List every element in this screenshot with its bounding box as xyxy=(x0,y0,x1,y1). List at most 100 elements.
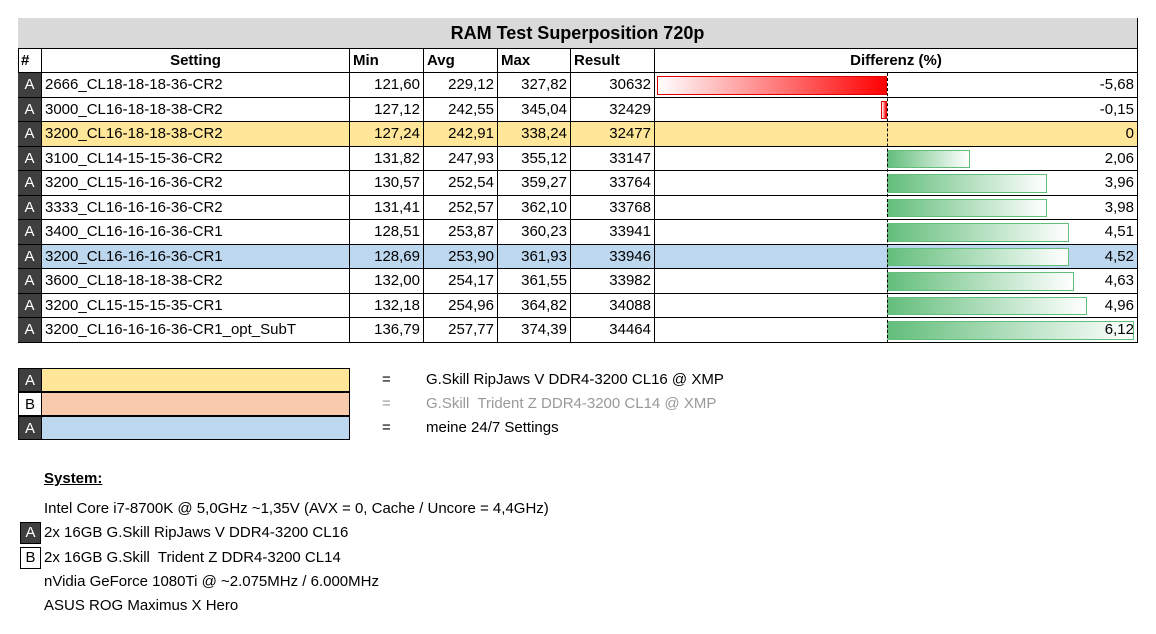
value-cell: 364,82 xyxy=(498,293,571,318)
value-cell: 242,55 xyxy=(424,97,498,122)
value-cell: 128,69 xyxy=(350,244,424,269)
value-cell: 253,90 xyxy=(424,244,498,269)
axis-line xyxy=(886,73,888,343)
value-cell: 229,12 xyxy=(424,73,498,98)
value-cell: 359,27 xyxy=(498,171,571,196)
diff-label: 3,96 xyxy=(1104,174,1134,191)
diff-cell xyxy=(655,195,1138,220)
system-line: nVidia GeForce 1080Ti @ ~2.075MHz / 6.00… xyxy=(44,572,379,590)
diff-label: -0,15 xyxy=(1099,100,1134,118)
setting-cell: 3200_CL16-16-16-36-CR1_opt_SubT xyxy=(42,318,350,343)
legend-tag: A xyxy=(18,416,42,440)
diff-label: 4,52 xyxy=(1104,247,1134,265)
diff-label: 4,51 xyxy=(1104,223,1134,240)
data-bar xyxy=(657,76,887,95)
value-cell: 362,10 xyxy=(498,195,571,220)
system-line: ASUS ROG Maximus X Hero xyxy=(44,597,239,615)
setting-cell: 3000_CL16-18-18-38-CR2 xyxy=(42,97,350,122)
value-cell: 136,79 xyxy=(350,318,424,343)
value-cell: 33941 xyxy=(571,220,655,245)
diff-label: 6,12 xyxy=(1104,321,1134,338)
tag: A xyxy=(18,220,42,245)
diff-cell xyxy=(655,318,1138,343)
legend-swatch xyxy=(42,392,350,416)
tag: A xyxy=(18,269,42,294)
diff-cell xyxy=(655,97,1138,122)
tag: A xyxy=(18,244,42,269)
system-line: 2x 16GB G.Skill RipJaws V DDR4-3200 CL16 xyxy=(44,524,349,542)
column-header: Differenz (%) xyxy=(655,49,1138,73)
legend-text: G.Skill Trident Z DDR4-3200 CL14 @ XMP xyxy=(426,395,717,412)
value-cell: 252,54 xyxy=(424,171,498,196)
legend-sep: = xyxy=(382,419,391,436)
value-cell: 338,24 xyxy=(498,122,571,147)
value-cell: 257,77 xyxy=(424,318,498,343)
tag: A xyxy=(18,171,42,196)
tag: A xyxy=(18,146,42,171)
value-cell: 131,41 xyxy=(350,195,424,220)
data-bar xyxy=(880,100,887,119)
value-cell: 253,87 xyxy=(424,220,498,245)
value-cell: 345,04 xyxy=(498,97,571,122)
tag: A xyxy=(18,122,42,147)
value-cell: 361,55 xyxy=(498,269,571,294)
legend-swatch xyxy=(42,416,350,440)
setting-cell: 2666_CL18-18-18-36-CR2 xyxy=(42,73,350,98)
tag: A xyxy=(18,318,42,343)
diff-label: -5,68 xyxy=(1099,76,1134,93)
diff-label: 3,98 xyxy=(1104,198,1134,216)
column-header: Avg xyxy=(424,49,498,73)
system-tag: B xyxy=(20,546,41,569)
value-cell: 242,91 xyxy=(424,122,498,147)
value-cell: 254,96 xyxy=(424,293,498,318)
diff-cell xyxy=(655,244,1138,269)
value-cell: 30632 xyxy=(571,73,655,98)
column-header: Max xyxy=(498,49,571,73)
diff-cell xyxy=(655,171,1138,196)
row-highlight xyxy=(42,122,1138,147)
diff-cell xyxy=(655,293,1138,318)
value-cell: 127,24 xyxy=(350,122,424,147)
column-header: Setting xyxy=(42,49,350,73)
tag: A xyxy=(18,293,42,318)
value-cell: 32429 xyxy=(571,97,655,122)
value-cell: 327,82 xyxy=(498,73,571,98)
legend-tag: B xyxy=(18,392,42,416)
setting-cell: 3400_CL16-16-16-36-CR1 xyxy=(42,220,350,245)
legend-swatch xyxy=(42,368,350,392)
column-header: # xyxy=(18,49,42,73)
value-cell: 33946 xyxy=(571,244,655,269)
setting-cell: 3200_CL15-15-15-35-CR1 xyxy=(42,293,350,318)
legend-text: meine 24/7 Settings xyxy=(426,419,559,436)
legend-sep: = xyxy=(382,395,391,412)
value-cell: 33764 xyxy=(571,171,655,196)
diff-cell xyxy=(655,269,1138,294)
setting-cell: 3200_CL15-16-16-36-CR2 xyxy=(42,171,350,196)
diff-label: 4,96 xyxy=(1104,296,1134,314)
diff-cell xyxy=(655,146,1138,171)
legend-sep: = xyxy=(382,371,391,388)
tag: A xyxy=(18,195,42,220)
value-cell: 132,00 xyxy=(350,269,424,294)
setting-cell: 3200_CL16-18-18-38-CR2 xyxy=(42,122,350,147)
value-cell: 33768 xyxy=(571,195,655,220)
value-cell: 33147 xyxy=(571,146,655,171)
value-cell: 131,82 xyxy=(350,146,424,171)
setting-cell: 3600_CL18-18-18-38-CR2 xyxy=(42,269,350,294)
value-cell: 121,60 xyxy=(350,73,424,98)
value-cell: 374,39 xyxy=(498,318,571,343)
value-cell: 252,57 xyxy=(424,195,498,220)
value-cell: 254,17 xyxy=(424,269,498,294)
table-title: RAM Test Superposition 720p xyxy=(18,18,1138,49)
diff-label: 0 xyxy=(1125,125,1134,142)
system-line: 2x 16GB G.Skill Trident Z DDR4-3200 CL14 xyxy=(44,548,341,566)
value-cell: 130,57 xyxy=(350,171,424,196)
setting-cell: 3100_CL14-15-15-36-CR2 xyxy=(42,146,350,171)
value-cell: 355,12 xyxy=(498,146,571,171)
value-cell: 360,23 xyxy=(498,220,571,245)
value-cell: 33982 xyxy=(571,269,655,294)
system-heading: System: xyxy=(44,470,103,487)
value-cell: 128,51 xyxy=(350,220,424,245)
system-line: Intel Core i7-8700K @ 5,0GHz ~1,35V (AVX… xyxy=(44,500,549,517)
